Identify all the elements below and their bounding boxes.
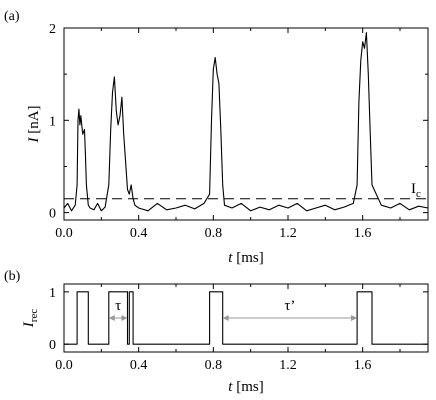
panel-b-y-axis-var: I [21, 321, 37, 328]
panel-a-x-tick-label: 1.2 [279, 226, 297, 241]
panel-b-x-axis-unit: [ms] [232, 379, 263, 395]
panel-a-frame [63, 27, 429, 221]
panel-b-x-axis-var: t [228, 379, 233, 395]
panel-a-x-tick-label: 0.0 [55, 226, 73, 241]
panel-a-y-tick-label: 0 [49, 207, 56, 222]
panel-a-threshold-label: Ic [411, 181, 421, 200]
panel-a-threshold-label-sub: c [416, 188, 421, 200]
panel-a-y-axis-var: I [26, 137, 42, 144]
panel-b-y-axis-subscript: rec [28, 309, 40, 323]
panel-a-x-axis-unit: [ms] [232, 250, 263, 266]
panel-b-y-tick-label: 0 [49, 338, 56, 353]
panel-b-annotation-label: τ’ [284, 298, 295, 314]
panel-b-annotation-arrowhead-right [121, 315, 128, 321]
panel-b-y-axis-title: Irec [21, 309, 40, 329]
panel-b-annotation-arrowhead-left [222, 315, 229, 321]
panel-b-x-tick-label: 0.0 [55, 358, 73, 373]
panel-b-x-tick-label: 1.6 [354, 358, 372, 373]
panel-b-annotation-arrowhead-right [351, 315, 358, 321]
panel-b-annotation-arrowhead-left [108, 315, 115, 321]
panel-a-threshold-label-main: I [411, 181, 416, 197]
panel-a-label: (a) [4, 9, 20, 24]
panel-a-y-tick-label: 2 [49, 22, 56, 37]
panel-a-x-axis-title: t [ms] [228, 250, 263, 266]
panel-a-x-axis-var: t [228, 250, 233, 266]
panel-a-y-tick-label: 1 [49, 114, 56, 129]
panel-b-x-tick-label: 1.2 [279, 358, 297, 373]
panel-b-y-tick-label: 1 [49, 286, 56, 301]
panel-a-y-axis-title: I [nA] [26, 105, 42, 143]
panel-b-x-tick-label: 0.4 [130, 358, 148, 373]
panel-b-annotation-label: τ [115, 298, 121, 314]
panel-b-frame [63, 283, 429, 353]
panel-b-label: (b) [4, 269, 21, 284]
panel-a-x-tick-label: 1.6 [354, 226, 372, 241]
panel-a-series-line [63, 32, 429, 212]
panel-b-series-line [64, 291, 428, 345]
panel-b-x-tick-label: 0.8 [205, 358, 223, 373]
panel-b-x-axis-title: t [ms] [228, 379, 263, 395]
panel-a-x-tick-label: 0.8 [205, 226, 223, 241]
panel-a-y-axis-unit: [nA] [26, 105, 42, 137]
panel-a-x-tick-label: 0.4 [130, 226, 148, 241]
